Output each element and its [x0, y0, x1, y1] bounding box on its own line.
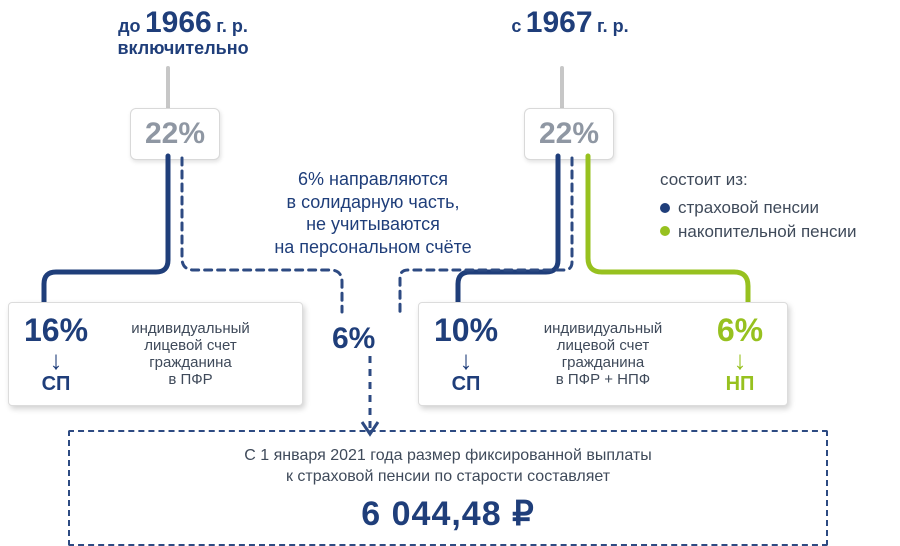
- pct-box-left: 22%: [130, 108, 220, 160]
- legend-label-0: страховой пенсии: [678, 196, 819, 220]
- panel-left-arrow-icon: ↓: [21, 349, 91, 372]
- panel-right-col-green: 6% ↓ НП: [705, 312, 775, 395]
- panel-left-desc: индивидуальный лицевой счет гражданина в…: [91, 320, 290, 389]
- panel-right-arrow-icon: ↓: [431, 349, 501, 372]
- panel-right-green-big: 6%: [705, 312, 775, 349]
- stem-right: [560, 66, 564, 110]
- panel-right-green-arrow-icon: ↓: [705, 349, 775, 372]
- bottom-amount: 6 044,48 ₽: [80, 494, 816, 534]
- conn-left-solid: [44, 156, 168, 302]
- legend: состоит из: страховой пенсии накопительн…: [660, 168, 857, 243]
- center-note: 6% направляются в солидарную часть, не у…: [250, 168, 496, 258]
- header-right: с 1967 г. р.: [470, 6, 670, 39]
- header-right-suffix: г. р.: [597, 16, 629, 36]
- header-right-year: 1967: [526, 6, 593, 39]
- legend-item-0: страховой пенсии: [660, 196, 857, 220]
- header-left-suffix: г. р.: [216, 16, 248, 36]
- legend-label-1: накопительной пенсии: [678, 220, 857, 244]
- header-left: до 1966 г. р. включительно: [78, 6, 288, 59]
- panel-left: 16% ↓ СП индивидуальный лицевой счет гра…: [8, 302, 303, 406]
- header-left-year: 1966: [145, 6, 212, 39]
- legend-title: состоит из:: [660, 168, 857, 192]
- panel-right-green-tag: НП: [705, 373, 775, 396]
- header-left-prefix: до: [118, 16, 140, 36]
- panel-right-col-navy: 10% ↓ СП: [431, 312, 501, 395]
- panel-right-tag: СП: [431, 373, 501, 396]
- bottom-line1: С 1 января 2021 года размер фиксированно…: [80, 446, 816, 467]
- header-left-sub: включительно: [78, 39, 288, 59]
- center-pct: 6%: [332, 322, 375, 356]
- legend-item-1: накопительной пенсии: [660, 220, 857, 244]
- legend-dot-0: [660, 203, 670, 213]
- center-note-text: 6% направляются в солидарную часть, не у…: [274, 169, 471, 257]
- header-right-prefix: с: [511, 16, 521, 36]
- bottom-line2: к страховой пенсии по старости составляе…: [80, 467, 816, 488]
- panel-right-big: 10%: [431, 312, 501, 349]
- legend-dot-1: [660, 226, 670, 236]
- bottom-box: С 1 января 2021 года размер фиксированно…: [68, 430, 828, 546]
- panel-left-big: 16%: [21, 312, 91, 349]
- panel-left-tag: СП: [21, 373, 91, 396]
- pct-box-right: 22%: [524, 108, 614, 160]
- panel-right-desc: индивидуальный лицевой счет гражданина в…: [501, 320, 705, 389]
- panel-right: 10% ↓ СП индивидуальный лицевой счет гра…: [418, 302, 788, 406]
- stem-left: [166, 66, 170, 110]
- panel-left-col: 16% ↓ СП: [21, 312, 91, 395]
